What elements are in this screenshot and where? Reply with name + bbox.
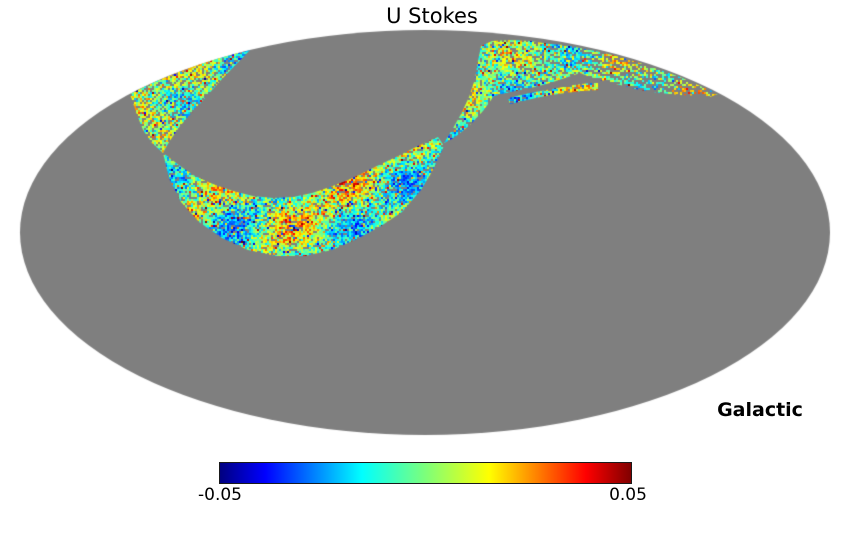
colorbar	[219, 462, 632, 484]
plot-title: U Stokes	[386, 4, 478, 28]
colorbar-min-label: -0.05	[198, 485, 242, 505]
coordinate-frame-label: Galactic	[717, 399, 803, 421]
colorbar-gradient	[220, 463, 631, 483]
colorbar-max-label: 0.05	[609, 485, 647, 505]
sky-map-canvas	[0, 0, 850, 450]
